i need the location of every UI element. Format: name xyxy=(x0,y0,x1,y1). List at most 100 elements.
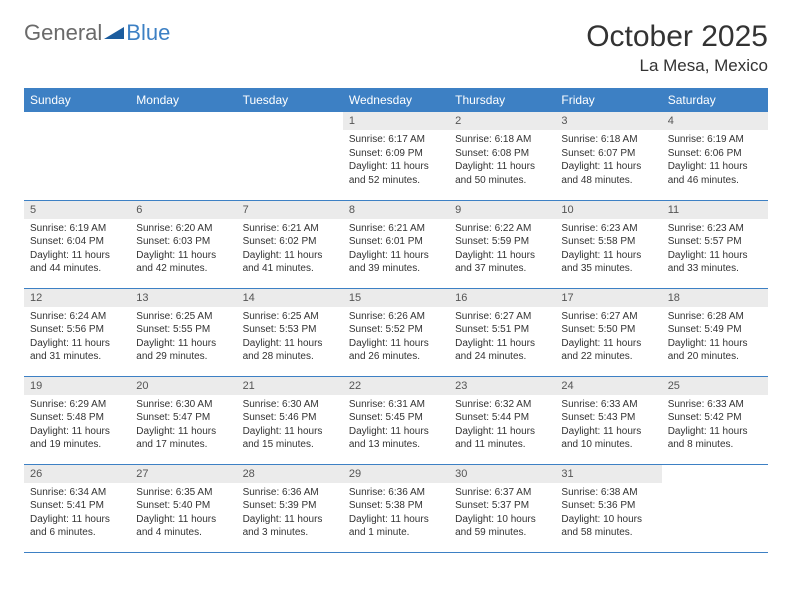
weekday-header: Thursday xyxy=(449,88,555,112)
day-number: 1 xyxy=(343,112,449,130)
day-number: 14 xyxy=(237,289,343,307)
location: La Mesa, Mexico xyxy=(586,56,768,76)
calendar-day-cell: 24Sunrise: 6:33 AMSunset: 5:43 PMDayligh… xyxy=(555,376,661,464)
day-info: Sunrise: 6:35 AMSunset: 5:40 PMDaylight:… xyxy=(130,483,236,544)
day-info: Sunrise: 6:23 AMSunset: 5:57 PMDaylight:… xyxy=(662,219,768,280)
day-number xyxy=(237,112,343,130)
logo-text-blue: Blue xyxy=(126,20,170,46)
calendar-day-cell: 19Sunrise: 6:29 AMSunset: 5:48 PMDayligh… xyxy=(24,376,130,464)
day-info: Sunrise: 6:18 AMSunset: 6:07 PMDaylight:… xyxy=(555,130,661,191)
header: General Blue October 2025 La Mesa, Mexic… xyxy=(24,20,768,76)
day-number: 7 xyxy=(237,201,343,219)
day-info: Sunrise: 6:32 AMSunset: 5:44 PMDaylight:… xyxy=(449,395,555,456)
calendar-day-cell: 2Sunrise: 6:18 AMSunset: 6:08 PMDaylight… xyxy=(449,112,555,200)
day-info: Sunrise: 6:20 AMSunset: 6:03 PMDaylight:… xyxy=(130,219,236,280)
triangle-icon xyxy=(104,23,124,44)
calendar-day-cell: 27Sunrise: 6:35 AMSunset: 5:40 PMDayligh… xyxy=(130,464,236,552)
day-info: Sunrise: 6:30 AMSunset: 5:47 PMDaylight:… xyxy=(130,395,236,456)
day-number: 25 xyxy=(662,377,768,395)
day-number: 30 xyxy=(449,465,555,483)
calendar-day-cell: 21Sunrise: 6:30 AMSunset: 5:46 PMDayligh… xyxy=(237,376,343,464)
calendar-week-row: 12Sunrise: 6:24 AMSunset: 5:56 PMDayligh… xyxy=(24,288,768,376)
calendar-table: SundayMondayTuesdayWednesdayThursdayFrid… xyxy=(24,88,768,553)
day-info: Sunrise: 6:33 AMSunset: 5:43 PMDaylight:… xyxy=(555,395,661,456)
day-number: 16 xyxy=(449,289,555,307)
calendar-week-row: 5Sunrise: 6:19 AMSunset: 6:04 PMDaylight… xyxy=(24,200,768,288)
weekday-header: Friday xyxy=(555,88,661,112)
day-info: Sunrise: 6:17 AMSunset: 6:09 PMDaylight:… xyxy=(343,130,449,191)
calendar-day-cell: 29Sunrise: 6:36 AMSunset: 5:38 PMDayligh… xyxy=(343,464,449,552)
day-info: Sunrise: 6:37 AMSunset: 5:37 PMDaylight:… xyxy=(449,483,555,544)
calendar-day-cell: 7Sunrise: 6:21 AMSunset: 6:02 PMDaylight… xyxy=(237,200,343,288)
day-number: 13 xyxy=(130,289,236,307)
calendar-day-cell: 10Sunrise: 6:23 AMSunset: 5:58 PMDayligh… xyxy=(555,200,661,288)
day-number: 26 xyxy=(24,465,130,483)
day-number: 3 xyxy=(555,112,661,130)
day-info: Sunrise: 6:26 AMSunset: 5:52 PMDaylight:… xyxy=(343,307,449,368)
calendar-day-cell: 17Sunrise: 6:27 AMSunset: 5:50 PMDayligh… xyxy=(555,288,661,376)
day-info: Sunrise: 6:23 AMSunset: 5:58 PMDaylight:… xyxy=(555,219,661,280)
day-info: Sunrise: 6:22 AMSunset: 5:59 PMDaylight:… xyxy=(449,219,555,280)
calendar-day-cell: 9Sunrise: 6:22 AMSunset: 5:59 PMDaylight… xyxy=(449,200,555,288)
calendar-day-cell: 26Sunrise: 6:34 AMSunset: 5:41 PMDayligh… xyxy=(24,464,130,552)
day-number: 9 xyxy=(449,201,555,219)
day-info: Sunrise: 6:19 AMSunset: 6:04 PMDaylight:… xyxy=(24,219,130,280)
calendar-day-cell xyxy=(662,464,768,552)
day-number: 17 xyxy=(555,289,661,307)
day-info: Sunrise: 6:29 AMSunset: 5:48 PMDaylight:… xyxy=(24,395,130,456)
day-number: 24 xyxy=(555,377,661,395)
day-number: 2 xyxy=(449,112,555,130)
calendar-week-row: 19Sunrise: 6:29 AMSunset: 5:48 PMDayligh… xyxy=(24,376,768,464)
logo-text-general: General xyxy=(24,20,102,46)
day-info: Sunrise: 6:33 AMSunset: 5:42 PMDaylight:… xyxy=(662,395,768,456)
calendar-day-cell: 23Sunrise: 6:32 AMSunset: 5:44 PMDayligh… xyxy=(449,376,555,464)
weekday-header: Wednesday xyxy=(343,88,449,112)
day-info: Sunrise: 6:18 AMSunset: 6:08 PMDaylight:… xyxy=(449,130,555,191)
day-info: Sunrise: 6:27 AMSunset: 5:51 PMDaylight:… xyxy=(449,307,555,368)
calendar-day-cell: 28Sunrise: 6:36 AMSunset: 5:39 PMDayligh… xyxy=(237,464,343,552)
day-number: 8 xyxy=(343,201,449,219)
day-number: 6 xyxy=(130,201,236,219)
day-number: 28 xyxy=(237,465,343,483)
day-number: 4 xyxy=(662,112,768,130)
calendar-header-row: SundayMondayTuesdayWednesdayThursdayFrid… xyxy=(24,88,768,112)
day-number xyxy=(662,465,768,483)
calendar-day-cell: 16Sunrise: 6:27 AMSunset: 5:51 PMDayligh… xyxy=(449,288,555,376)
day-number: 12 xyxy=(24,289,130,307)
weekday-header: Tuesday xyxy=(237,88,343,112)
calendar-day-cell xyxy=(24,112,130,200)
calendar-day-cell: 14Sunrise: 6:25 AMSunset: 5:53 PMDayligh… xyxy=(237,288,343,376)
calendar-day-cell: 5Sunrise: 6:19 AMSunset: 6:04 PMDaylight… xyxy=(24,200,130,288)
day-number: 31 xyxy=(555,465,661,483)
calendar-day-cell: 1Sunrise: 6:17 AMSunset: 6:09 PMDaylight… xyxy=(343,112,449,200)
calendar-day-cell: 11Sunrise: 6:23 AMSunset: 5:57 PMDayligh… xyxy=(662,200,768,288)
day-info: Sunrise: 6:25 AMSunset: 5:53 PMDaylight:… xyxy=(237,307,343,368)
calendar-day-cell: 6Sunrise: 6:20 AMSunset: 6:03 PMDaylight… xyxy=(130,200,236,288)
day-number: 20 xyxy=(130,377,236,395)
weekday-header: Sunday xyxy=(24,88,130,112)
calendar-day-cell: 3Sunrise: 6:18 AMSunset: 6:07 PMDaylight… xyxy=(555,112,661,200)
day-number: 5 xyxy=(24,201,130,219)
calendar-body: 1Sunrise: 6:17 AMSunset: 6:09 PMDaylight… xyxy=(24,112,768,552)
day-info: Sunrise: 6:21 AMSunset: 6:01 PMDaylight:… xyxy=(343,219,449,280)
calendar-day-cell: 15Sunrise: 6:26 AMSunset: 5:52 PMDayligh… xyxy=(343,288,449,376)
day-number: 10 xyxy=(555,201,661,219)
day-info: Sunrise: 6:38 AMSunset: 5:36 PMDaylight:… xyxy=(555,483,661,544)
calendar-day-cell: 20Sunrise: 6:30 AMSunset: 5:47 PMDayligh… xyxy=(130,376,236,464)
calendar-day-cell: 13Sunrise: 6:25 AMSunset: 5:55 PMDayligh… xyxy=(130,288,236,376)
day-number: 19 xyxy=(24,377,130,395)
day-number: 18 xyxy=(662,289,768,307)
day-number: 29 xyxy=(343,465,449,483)
calendar-day-cell xyxy=(237,112,343,200)
calendar-day-cell: 12Sunrise: 6:24 AMSunset: 5:56 PMDayligh… xyxy=(24,288,130,376)
day-info: Sunrise: 6:34 AMSunset: 5:41 PMDaylight:… xyxy=(24,483,130,544)
day-number xyxy=(24,112,130,130)
day-info: Sunrise: 6:19 AMSunset: 6:06 PMDaylight:… xyxy=(662,130,768,191)
calendar-day-cell: 31Sunrise: 6:38 AMSunset: 5:36 PMDayligh… xyxy=(555,464,661,552)
day-number xyxy=(130,112,236,130)
weekday-header: Saturday xyxy=(662,88,768,112)
calendar-day-cell xyxy=(130,112,236,200)
day-info: Sunrise: 6:36 AMSunset: 5:38 PMDaylight:… xyxy=(343,483,449,544)
day-number: 15 xyxy=(343,289,449,307)
calendar-day-cell: 25Sunrise: 6:33 AMSunset: 5:42 PMDayligh… xyxy=(662,376,768,464)
